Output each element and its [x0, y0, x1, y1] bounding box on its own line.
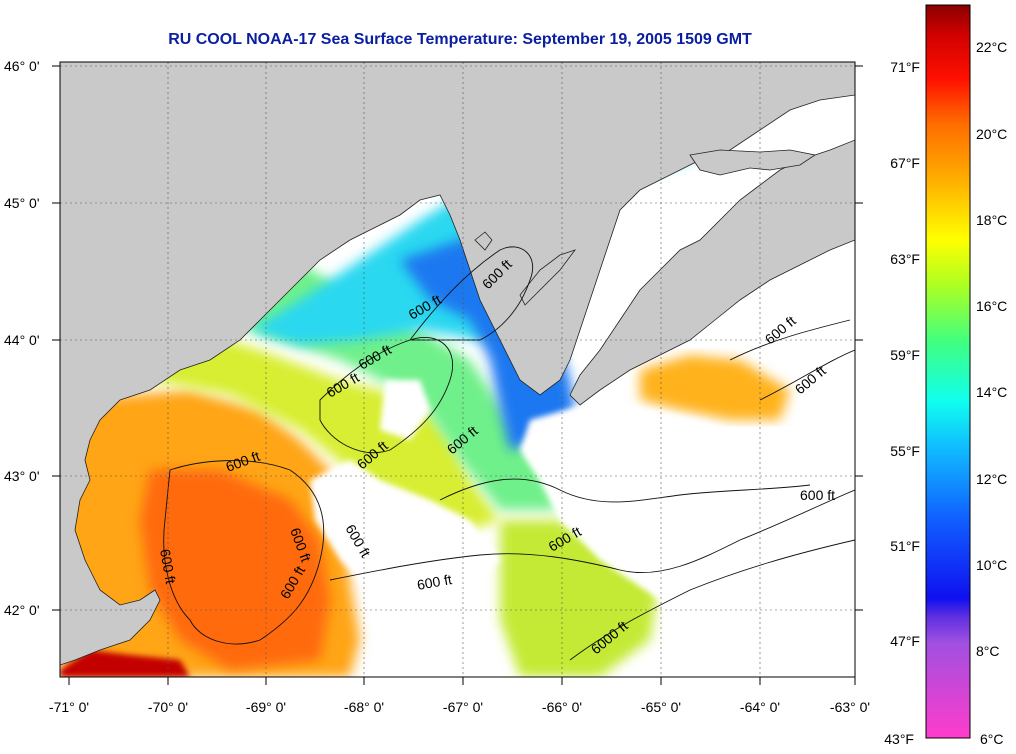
land-mt-desert	[474, 231, 493, 251]
cb-c-18: 18°C	[976, 212, 1007, 228]
cb-c-14: 14°C	[976, 384, 1007, 400]
sst-red-capecod	[60, 650, 190, 677]
contour-label-9: 600 ft	[157, 548, 179, 585]
cb-f-71: 71°F	[890, 59, 920, 75]
contour-600-basin	[439, 478, 811, 503]
colorbar-celsius-labels: 22°C 20°C 18°C 16°C 14°C 12°C 10°C 8°C 6…	[976, 39, 1007, 747]
cb-c-16: 16°C	[976, 298, 1007, 314]
lat-label-44: 44° 0'	[4, 332, 40, 348]
cloud-gap-mid	[380, 380, 430, 440]
contour-600-gulf	[163, 460, 325, 645]
map-plot-area: 600 ft 600 ft 600 ft 600 ft 600 ft 600 f…	[60, 62, 855, 677]
cb-f-55: 55°F	[890, 443, 920, 459]
contour-label-12: 600 ft	[416, 571, 453, 593]
lon-label-70: -70° 0'	[148, 699, 188, 715]
sst-orange-scotian	[640, 355, 790, 420]
cloud-gap-east	[520, 400, 855, 677]
lat-label-42: 42° 0'	[4, 602, 40, 618]
land-masses	[60, 62, 855, 666]
cb-c-10: 10°C	[976, 557, 1007, 573]
sst-hot-core	[140, 470, 330, 670]
lat-label-43: 43° 0'	[4, 468, 40, 484]
lon-label-65: -65° 0'	[641, 699, 681, 715]
longitude-labels: -71° 0' -70° 0' -69° 0' -68° 0' -67° 0' …	[49, 699, 870, 715]
contour-600-eastern	[409, 246, 534, 341]
contour-600-scotian	[729, 319, 855, 401]
cb-f-43: 43°F	[884, 731, 914, 747]
cb-c-8: 8°C	[976, 643, 1000, 659]
cb-f-59: 59°F	[890, 347, 920, 363]
land-nova-scotia	[569, 139, 855, 406]
contour-600-georges	[329, 489, 855, 581]
lat-label-46: 46° 0'	[4, 58, 40, 74]
cb-f-51: 51°F	[890, 538, 920, 554]
cb-c-22: 22°C	[976, 39, 1007, 55]
land-grand-manan	[519, 249, 577, 306]
lon-label-64: -64° 0'	[740, 699, 780, 715]
lon-label-69: -69° 0'	[246, 699, 286, 715]
cloud-gap-center	[310, 460, 500, 600]
cb-c-12: 12°C	[976, 471, 1007, 487]
lon-label-66: -66° 0'	[542, 699, 582, 715]
map-title: RU COOL NOAA-17 Sea Surface Temperature:…	[168, 31, 752, 48]
latitude-labels: 46° 0' 45° 0' 44° 0' 43° 0' 42° 0'	[4, 58, 40, 618]
lon-label-67: -67° 0'	[443, 699, 483, 715]
contour-label-15: 600 ft	[800, 487, 835, 503]
bathymetry-contours	[163, 246, 855, 661]
lon-label-71: -71° 0'	[49, 699, 89, 715]
colorbar-fahrenheit-labels: 71°F 67°F 63°F 59°F 55°F 51°F 47°F 43°F	[884, 59, 920, 747]
land-pei	[689, 149, 817, 176]
lon-label-68: -68° 0'	[344, 699, 384, 715]
contour-6000-shelf	[569, 539, 855, 661]
cb-f-47: 47°F	[890, 633, 920, 649]
lon-label-63: -63° 0'	[830, 699, 870, 715]
colorbar	[925, 4, 971, 739]
map-ticks	[52, 65, 863, 685]
contour-600-jordan	[319, 336, 454, 454]
cb-c-6: 6°C	[980, 731, 1004, 747]
cb-f-63: 63°F	[890, 251, 920, 267]
cb-c-20: 20°C	[976, 126, 1007, 142]
land-new-england	[60, 62, 855, 666]
lat-label-45: 45° 0'	[4, 195, 40, 211]
map-frame	[59, 61, 856, 678]
cb-f-67: 67°F	[890, 155, 920, 171]
